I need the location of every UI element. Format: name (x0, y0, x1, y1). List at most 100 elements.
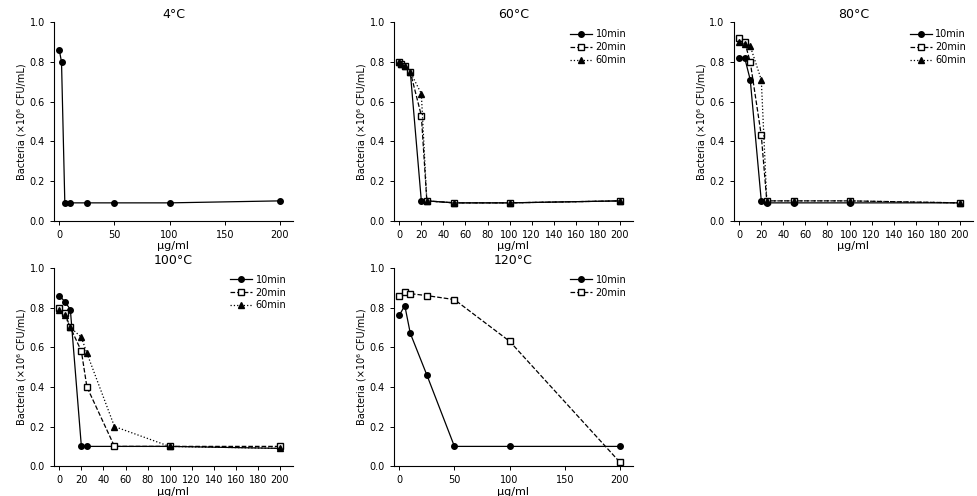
Line: 10min: 10min (57, 293, 282, 451)
60min (404, 69, 416, 75)
10min (843, 200, 855, 206)
20min (733, 35, 744, 41)
Line: 20min: 20min (57, 305, 282, 449)
20min (404, 291, 416, 297)
60min (738, 41, 749, 47)
Line: 20min: 20min (396, 59, 622, 206)
20min (420, 198, 432, 204)
60min (163, 443, 175, 449)
Line: 60min: 60min (396, 59, 622, 206)
X-axis label: μg/ml: μg/ml (157, 241, 190, 251)
Y-axis label: Bacteria (×10⁶ CFU/mL): Bacteria (×10⁶ CFU/mL) (17, 63, 26, 180)
10min (738, 55, 749, 61)
10min (614, 443, 625, 449)
10min (75, 443, 87, 449)
Y-axis label: Bacteria (×10⁶ CFU/mL): Bacteria (×10⁶ CFU/mL) (17, 309, 26, 426)
60min (396, 61, 407, 67)
20min (81, 384, 93, 390)
20min (393, 59, 404, 65)
20min (274, 443, 285, 449)
20min (787, 198, 799, 204)
10min (503, 443, 515, 449)
X-axis label: μg/ml: μg/ml (157, 487, 190, 496)
10min (81, 443, 93, 449)
Line: 10min: 10min (396, 59, 622, 206)
10min (59, 299, 70, 305)
20min (614, 459, 625, 465)
60min (81, 350, 93, 356)
60min (420, 198, 432, 204)
10min (393, 312, 404, 318)
60min (733, 39, 744, 45)
10min (404, 330, 416, 336)
20min (614, 198, 625, 204)
Line: 10min: 10min (396, 303, 622, 449)
20min (843, 198, 855, 204)
10min (787, 200, 799, 206)
60min (503, 200, 515, 206)
10min (743, 77, 755, 83)
Line: 60min: 60min (57, 307, 282, 451)
20min (396, 61, 407, 67)
10min (54, 293, 65, 299)
10min (274, 445, 285, 451)
60min (754, 77, 766, 83)
20min (448, 297, 460, 303)
20min (399, 63, 410, 69)
10min (396, 61, 407, 67)
10min (108, 443, 120, 449)
20min (108, 443, 120, 449)
Line: 60min: 60min (736, 39, 961, 206)
Y-axis label: Bacteria (×10⁶ CFU/mL): Bacteria (×10⁶ CFU/mL) (696, 63, 705, 180)
Title: 100°C: 100°C (153, 253, 192, 267)
20min (448, 200, 460, 206)
60min (415, 91, 427, 97)
X-axis label: μg/ml: μg/ml (497, 241, 529, 251)
Legend: 10min, 20min: 10min, 20min (568, 273, 627, 300)
Title: 4°C: 4°C (162, 8, 185, 21)
20min (420, 293, 432, 299)
20min (75, 348, 87, 354)
60min (274, 445, 285, 451)
60min (760, 198, 772, 204)
60min (843, 198, 855, 204)
20min (743, 59, 755, 65)
10min (404, 69, 416, 75)
60min (59, 312, 70, 318)
60min (64, 324, 76, 330)
20min (503, 338, 515, 344)
20min (754, 132, 766, 138)
60min (75, 334, 87, 340)
60min (393, 59, 404, 65)
Title: 60°C: 60°C (497, 8, 529, 21)
Title: 80°C: 80°C (837, 8, 869, 21)
20min (399, 289, 410, 295)
10min (760, 200, 772, 206)
Line: 20min: 20min (396, 289, 622, 465)
20min (59, 310, 70, 316)
10min (399, 303, 410, 309)
Legend: 10min, 20min, 60min: 10min, 20min, 60min (228, 273, 288, 312)
10min (64, 307, 76, 312)
10min (415, 198, 427, 204)
10min (163, 443, 175, 449)
20min (738, 39, 749, 45)
60min (448, 200, 460, 206)
10min (614, 198, 625, 204)
10min (399, 63, 410, 69)
X-axis label: μg/ml: μg/ml (497, 487, 529, 496)
Y-axis label: Bacteria (×10⁶ CFU/mL): Bacteria (×10⁶ CFU/mL) (357, 309, 366, 426)
60min (953, 200, 964, 206)
Legend: 10min, 20min, 60min: 10min, 20min, 60min (908, 27, 967, 67)
20min (415, 113, 427, 119)
60min (108, 424, 120, 430)
Y-axis label: Bacteria (×10⁶ CFU/mL): Bacteria (×10⁶ CFU/mL) (357, 63, 366, 180)
10min (448, 200, 460, 206)
Title: 120°C: 120°C (493, 253, 532, 267)
20min (54, 305, 65, 310)
10min (953, 200, 964, 206)
60min (787, 198, 799, 204)
60min (399, 63, 410, 69)
Legend: 10min, 20min, 60min: 10min, 20min, 60min (568, 27, 627, 67)
20min (760, 198, 772, 204)
